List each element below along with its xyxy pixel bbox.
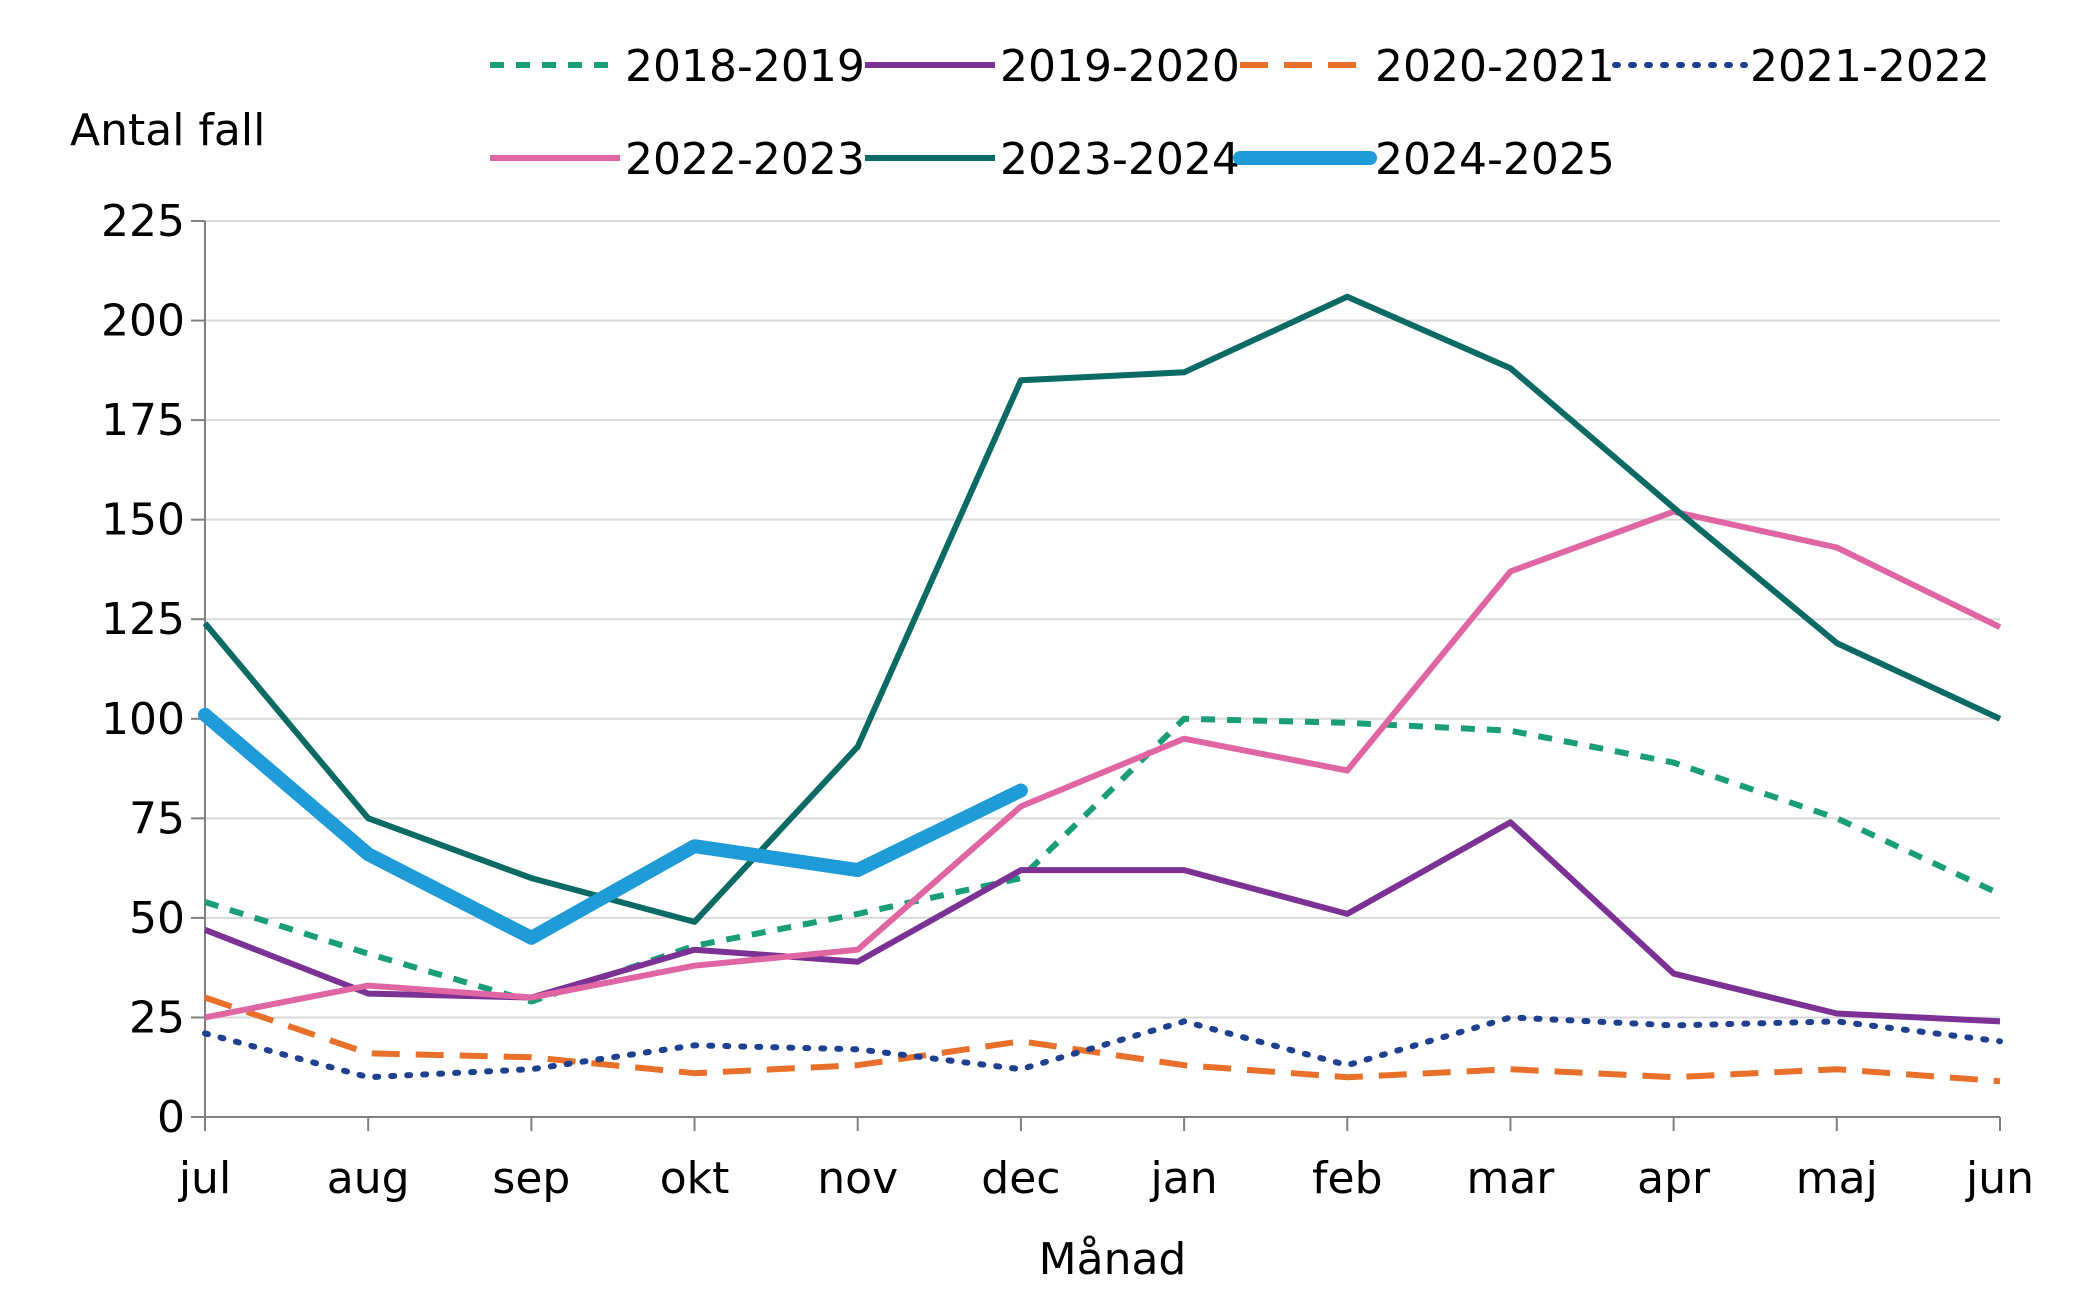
y-tick-label: 100 [101,694,185,745]
legend-item-2021-2022: 2021-2022 [1612,41,1990,92]
y-tick-label: 0 [157,1092,185,1143]
x-tick-label-feb: feb [1312,1153,1383,1204]
legend-item-2022-2023: 2022-2023 [490,134,865,185]
x-tick-label-nov: nov [817,1153,898,1204]
y-tick-label: 75 [129,793,185,844]
y-tick-label: 175 [101,395,185,446]
series-lines [198,293,2003,1085]
legend-item-2023-2024: 2023-2024 [865,134,1240,185]
x-axis-title: Månad [1039,1234,1187,1285]
x-tick-label-maj: maj [1796,1153,1878,1204]
x-tick-label-jul: jul [178,1153,231,1204]
y-tick-label: 150 [101,495,185,546]
legend-label: 2022-2023 [625,134,865,185]
y-axis-title: Antal fall [70,105,265,156]
legend-item-2024-2025: 2024-2025 [1233,134,1615,185]
legend: 2018-2019 2019-2020 2020-2021 2021-2022 2022… [490,41,1990,185]
x-tick-label-dec: dec [981,1153,1060,1204]
legend-item-2019-2020: 2019-2020 [865,41,1240,92]
legend-label: 2024-2025 [1375,134,1615,185]
legend-label: 2020-2021 [1375,41,1615,92]
series-line-2023-2024 [202,293,2002,925]
y-tick-label: 200 [101,296,185,347]
gridlines [205,220,2000,1019]
x-tick-label-sep: sep [492,1153,570,1204]
legend-label: 2019-2020 [1000,41,1240,92]
legend-label: 2021-2022 [1750,41,1990,92]
y-tick-label: 25 [129,992,185,1043]
x-tick-label-jun: jun [1965,1153,2034,1204]
x-tick-label-okt: okt [660,1153,730,1204]
x-tick-label-jan: jan [1150,1153,1218,1204]
legend-label: 2018-2019 [625,41,865,92]
series-line-2022-2023 [204,508,2002,1021]
y-tick-label: 225 [101,196,185,247]
series-line-2024-2025 [198,707,1028,945]
x-tick-label-apr: apr [1637,1153,1711,1204]
x-tick-label-mar: mar [1466,1153,1555,1204]
y-tick-label: 50 [129,893,185,944]
series-line-2020-2021 [204,994,2001,1085]
axes: 0 25 50 75 100 125 150 175 200 225 jul aug sep okt nov… [101,196,2034,1204]
legend-item-2020-2021: 2020-2021 [1240,41,1615,92]
x-tick-label-aug: aug [327,1153,410,1204]
legend-label: 2023-2024 [1000,134,1240,185]
series-line-2021-2022 [202,1014,2003,1081]
y-tick-label: 125 [101,594,185,645]
legend-item-2018-2019: 2018-2019 [490,41,865,92]
